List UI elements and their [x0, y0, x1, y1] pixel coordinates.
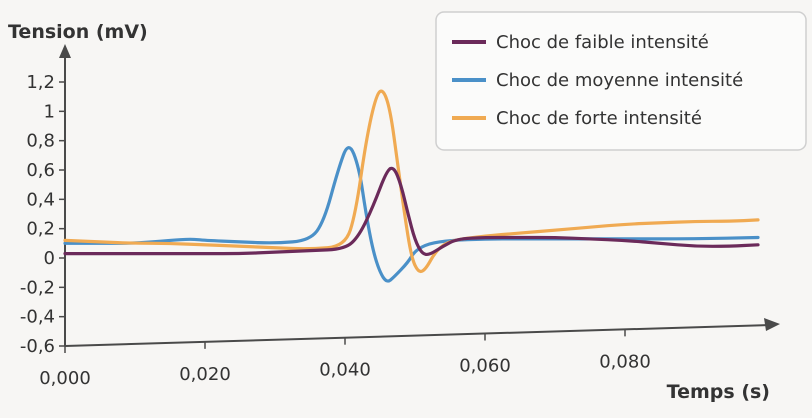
y-tick-label: -0,6 — [20, 336, 55, 357]
y-tick-label: -0,4 — [20, 307, 55, 328]
legend-label-2: Choc de moyenne intensité — [496, 70, 743, 91]
y-tick-label: 0,8 — [26, 131, 55, 152]
y-tick-label: 1,2 — [26, 72, 55, 93]
x-axis-line — [64, 324, 773, 347]
y-tick-label: 0 — [44, 248, 55, 269]
legend-label-1: Choc de faible intensité — [496, 32, 709, 53]
y-tick-label: -0,2 — [20, 277, 55, 298]
legend-label-3: Choc de forte intensité — [496, 108, 702, 129]
x-tick-label: 0,040 — [319, 360, 371, 381]
x-axis-arrow — [764, 318, 780, 331]
series-line-1 — [63, 166, 760, 257]
y-tick-label: 1 — [44, 101, 55, 122]
series-layer — [63, 89, 760, 283]
axes: 1,2 1 0,8 0,6 0,4 0,2 0 -0,2 -0,4 -0,6 0,000 0,020 0… — [20, 44, 780, 389]
x-tick-label: 0,080 — [599, 351, 651, 372]
series-line-2 — [63, 146, 760, 283]
y-tick-label: 0,4 — [26, 189, 55, 210]
x-tick-label: 0,000 — [39, 368, 91, 389]
y-axis-arrow — [59, 44, 71, 58]
legend: Choc de faible intensité Choc de moyenne … — [435, 11, 807, 151]
x-tick-label: 0,020 — [179, 364, 231, 385]
series-line-3 — [63, 89, 760, 274]
y-tick-label: 0,2 — [26, 219, 55, 240]
x-axis-title: Temps (s) — [667, 381, 770, 403]
y-tick-label: 0,6 — [26, 160, 55, 181]
x-tick-label: 0,060 — [459, 356, 511, 377]
legend-box — [435, 11, 807, 151]
y-axis-title: Tension (mV) — [8, 21, 148, 43]
